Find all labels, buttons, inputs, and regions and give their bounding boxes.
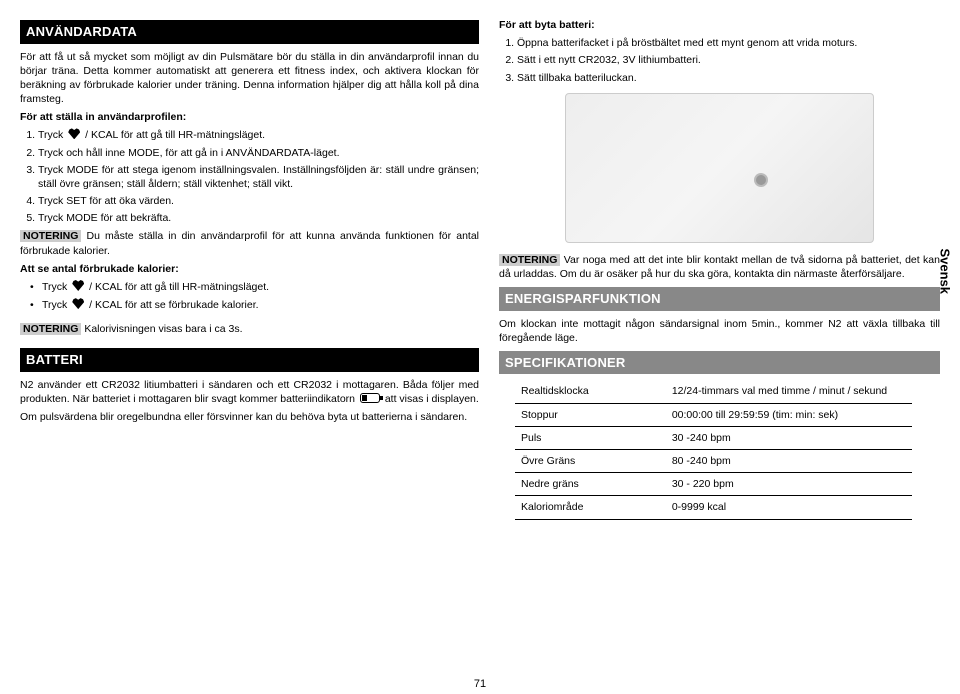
spec-key: Övre Gräns <box>515 449 666 472</box>
energispar-paragraph: Om klockan inte mottagit någon sändarsig… <box>499 317 940 345</box>
spec-val: 0-9999 kcal <box>666 496 912 519</box>
text: Du måste ställa in din användarprofil fö… <box>20 230 479 256</box>
spec-key: Stoppur <box>515 403 666 426</box>
text: / KCAL för att se förbrukade kalorier. <box>86 299 258 311</box>
spec-key: Nedre gräns <box>515 473 666 496</box>
list-item: Öppna batterifacket i på bröstbältet med… <box>517 36 940 50</box>
spec-val: 00:00:00 till 29:59:59 (tim: min: sek) <box>666 403 912 426</box>
list-item: Sätt tillbaka batteriluckan. <box>517 71 940 85</box>
table-row: Övre Gräns80 -240 bpm <box>515 449 912 472</box>
section-header-spec: SPECIFIKATIONER <box>499 351 940 375</box>
table-row: Realtidsklocka12/24-timmars val med timm… <box>515 380 912 403</box>
text: Kalorivisningen visas bara i ca 3s. <box>81 323 242 335</box>
heart-icon <box>72 298 84 309</box>
section-header-energispar: ENERGISPARFUNKTION <box>499 287 940 311</box>
table-row: Kaloriområde0-9999 kcal <box>515 496 912 519</box>
notering-label: NOTERING <box>499 254 560 266</box>
page-number: 71 <box>474 677 486 692</box>
heart-icon <box>68 128 80 139</box>
note-battery: NOTERING Var noga med att det inte blir … <box>499 253 940 281</box>
battery-paragraph: N2 använder ett CR2032 litiumbatteri i s… <box>20 378 479 406</box>
notering-label: NOTERING <box>20 323 81 335</box>
intro-paragraph: För att få ut så mycket som möjligt av d… <box>20 50 479 107</box>
sub-heading-byta-batteri: För att byta batteri: <box>499 18 940 32</box>
table-row: Nedre gräns30 - 220 bpm <box>515 473 912 496</box>
text: / KCAL för att gå till HR-mätningsläget. <box>86 281 269 293</box>
list-item: Tryck / KCAL för att se förbrukade kalor… <box>32 298 479 312</box>
language-side-label: Svensk <box>936 248 954 294</box>
spec-val: 12/24-timmars val med timme / minut / se… <box>666 380 912 403</box>
text: / KCAL för att gå till HR-mätningsläget. <box>82 129 265 141</box>
list-item: Sätt i ett nytt CR2032, 3V lithiumbatter… <box>517 53 940 67</box>
spec-key: Realtidsklocka <box>515 380 666 403</box>
text: Var noga med att det inte blir kontakt m… <box>499 254 940 280</box>
spec-val: 30 - 220 bpm <box>666 473 912 496</box>
text: Tryck <box>38 129 66 141</box>
list-item: Tryck / KCAL för att gå till HR-mätnings… <box>32 280 479 294</box>
spec-key: Puls <box>515 426 666 449</box>
heart-icon <box>72 280 84 291</box>
table-row: Stoppur00:00:00 till 29:59:59 (tim: min:… <box>515 403 912 426</box>
profile-steps: Tryck / KCAL för att gå till HR-mätnings… <box>38 128 479 225</box>
sub-heading-profile: För att ställa in användarprofilen: <box>20 110 479 124</box>
battery-paragraph-2: Om pulsvärdena blir oregelbundna eller f… <box>20 410 479 424</box>
text: Tryck <box>42 281 70 293</box>
table-row: Puls30 -240 bpm <box>515 426 912 449</box>
list-item: Tryck SET för att öka värden. <box>38 194 479 208</box>
section-header-anvandardata: ANVÄNDARDATA <box>20 20 479 44</box>
spec-val: 30 -240 bpm <box>666 426 912 449</box>
kalorier-bullets: Tryck / KCAL för att gå till HR-mätnings… <box>32 280 479 312</box>
battery-steps: Öppna batterifacket i på bröstbältet med… <box>517 36 940 85</box>
text: Tryck <box>42 299 70 311</box>
list-item: Tryck MODE för att stega igenom inställn… <box>38 163 479 191</box>
list-item: Tryck och håll inne MODE, för att gå in … <box>38 146 479 160</box>
note-kalorier: NOTERING Kalorivisningen visas bara i ca… <box>20 322 479 336</box>
sub-heading-kalorier: Att se antal förbrukade kalorier: <box>20 262 479 276</box>
notering-label: NOTERING <box>20 230 81 242</box>
battery-icon <box>360 393 380 403</box>
spec-val: 80 -240 bpm <box>666 449 912 472</box>
list-item: Tryck MODE för att bekräfta. <box>38 211 479 225</box>
list-item: Tryck / KCAL för att gå till HR-mätnings… <box>38 128 479 142</box>
text: att visas i displayen. <box>382 393 479 405</box>
battery-compartment-image <box>565 93 874 243</box>
section-header-batteri: BATTERI <box>20 348 479 372</box>
spec-table: Realtidsklocka12/24-timmars val med timm… <box>515 380 912 519</box>
note-profile: NOTERING Du måste ställa in din användar… <box>20 229 479 257</box>
spec-key: Kaloriområde <box>515 496 666 519</box>
